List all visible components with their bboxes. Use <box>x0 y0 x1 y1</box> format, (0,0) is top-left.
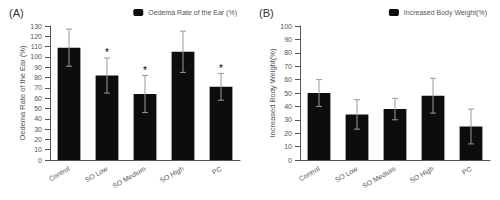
svg-text:20: 20 <box>284 130 292 137</box>
svg-text:60: 60 <box>284 76 292 83</box>
svg-text:100: 100 <box>280 23 292 30</box>
svg-text:SO High: SO High <box>158 165 185 185</box>
svg-text:120: 120 <box>30 33 42 40</box>
svg-text:70: 70 <box>34 84 42 91</box>
svg-text:80: 80 <box>34 74 42 81</box>
svg-text:*: * <box>143 65 147 76</box>
svg-text:130: 130 <box>30 23 42 30</box>
svg-text:110: 110 <box>31 43 42 50</box>
svg-text:(A): (A) <box>9 7 24 19</box>
svg-text:90: 90 <box>284 36 292 43</box>
svg-text:*: * <box>219 63 223 74</box>
svg-text:0: 0 <box>38 157 42 164</box>
svg-text:Control: Control <box>48 165 71 183</box>
svg-text:40: 40 <box>34 115 42 122</box>
svg-text:20: 20 <box>34 136 42 143</box>
svg-text:10: 10 <box>34 146 42 153</box>
svg-text:30: 30 <box>34 126 42 133</box>
svg-text:SO High: SO High <box>408 165 435 185</box>
svg-text:SO Low: SO Low <box>334 164 360 183</box>
svg-text:Oedema Rate of the Ear (%): Oedema Rate of the Ear (%) <box>148 9 237 17</box>
svg-text:60: 60 <box>34 95 42 102</box>
svg-text:80: 80 <box>284 49 292 56</box>
svg-text:Increased Body Weight(%): Increased Body Weight(%) <box>404 9 487 17</box>
svg-text:PC: PC <box>211 165 223 176</box>
svg-text:70: 70 <box>284 63 292 70</box>
svg-text:10: 10 <box>284 143 292 150</box>
svg-text:0: 0 <box>288 157 292 164</box>
svg-text:50: 50 <box>284 90 292 97</box>
svg-text:SO Medium: SO Medium <box>361 165 397 190</box>
svg-text:Increased Body Weight(%): Increased Body Weight(%) <box>268 48 277 138</box>
svg-text:SO Medium: SO Medium <box>111 165 147 190</box>
svg-text:50: 50 <box>34 105 42 112</box>
svg-text:PC: PC <box>461 165 473 176</box>
svg-text:(B): (B) <box>259 7 274 19</box>
svg-text:Oedema Rate of the Ear (%): Oedema Rate of the Ear (%) <box>18 45 27 141</box>
svg-text:40: 40 <box>284 103 292 110</box>
svg-text:*: * <box>105 47 109 58</box>
svg-text:30: 30 <box>284 116 292 123</box>
svg-text:SO Low: SO Low <box>84 164 110 183</box>
svg-text:Control: Control <box>298 165 321 183</box>
svg-text:90: 90 <box>34 64 42 71</box>
svg-text:100: 100 <box>30 53 42 60</box>
